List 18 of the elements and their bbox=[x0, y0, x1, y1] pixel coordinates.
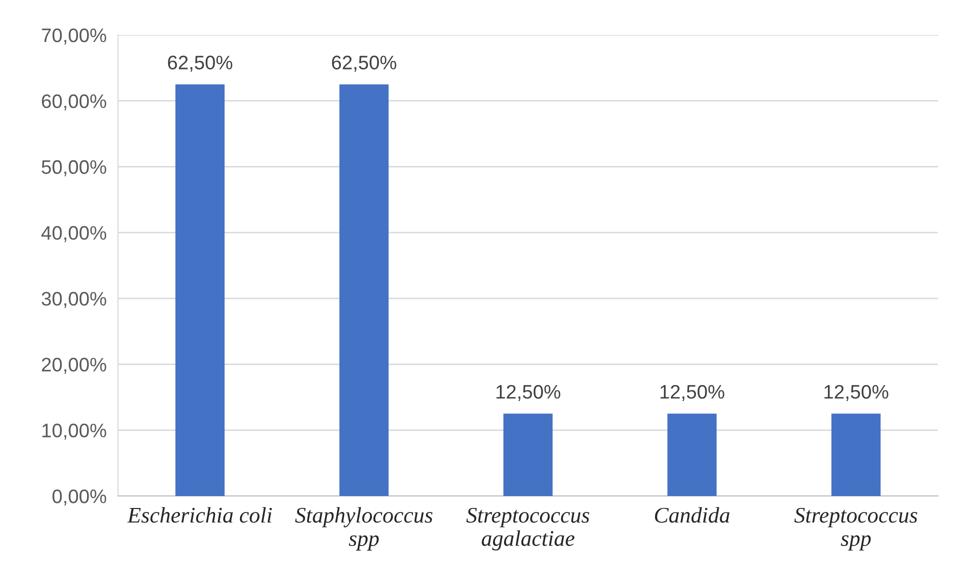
x-tick-label: Escherichia coli bbox=[127, 507, 272, 523]
x-tick-label: Staphylococcus spp bbox=[295, 507, 432, 551]
y-tick-label: 70,00% bbox=[42, 28, 106, 45]
y-tick-label: 50,00% bbox=[42, 160, 106, 176]
data-label: 12,50% bbox=[496, 384, 560, 402]
data-label: 12,50% bbox=[824, 384, 888, 402]
y-tick-label: 40,00% bbox=[41, 226, 106, 242]
x-tick-label: Streptococcus spp bbox=[794, 508, 918, 550]
y-tick-label: 0,00% bbox=[52, 489, 106, 506]
y-tick-label: 10,00% bbox=[42, 424, 106, 440]
data-label: 62,50% bbox=[332, 56, 396, 72]
x-tick-label: Streptococcus agalactiae bbox=[466, 508, 590, 550]
y-tick-label: 60,00% bbox=[42, 94, 106, 110]
data-label: 62,50% bbox=[168, 56, 232, 72]
y-tick-label: 20,00% bbox=[42, 358, 106, 374]
y-tick-label: 30,00% bbox=[42, 292, 106, 308]
data-label: 12,50% bbox=[660, 384, 724, 402]
x-tick-label: Candida bbox=[654, 507, 730, 523]
